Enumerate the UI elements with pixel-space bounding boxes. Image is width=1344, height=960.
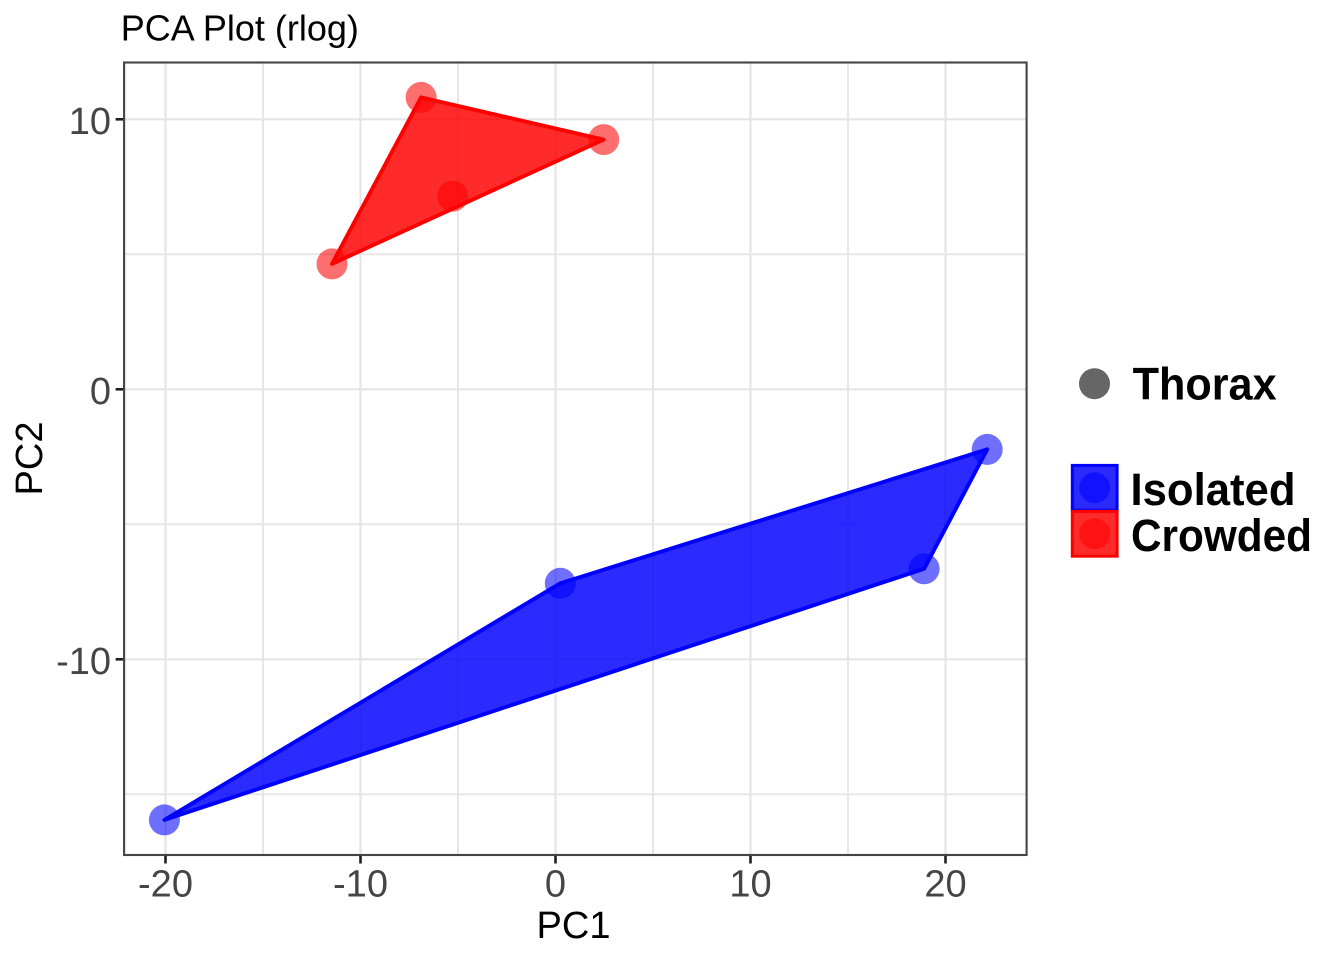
svg-text:-10: -10 — [333, 863, 388, 905]
svg-text:10: 10 — [69, 101, 111, 143]
svg-text:-20: -20 — [138, 863, 193, 905]
svg-text:PCA Plot (rlog): PCA Plot (rlog) — [121, 7, 359, 48]
svg-text:PC2: PC2 — [9, 422, 51, 496]
svg-text:20: 20 — [924, 863, 966, 905]
svg-text:Crowded: Crowded — [1131, 510, 1312, 561]
svg-text:10: 10 — [729, 863, 771, 905]
svg-text:-10: -10 — [56, 641, 111, 683]
svg-text:0: 0 — [545, 863, 566, 905]
svg-text:0: 0 — [90, 371, 111, 413]
svg-text:Thorax: Thorax — [1133, 359, 1277, 410]
svg-text:Isolated: Isolated — [1131, 464, 1296, 515]
svg-text:PC1: PC1 — [537, 905, 611, 947]
